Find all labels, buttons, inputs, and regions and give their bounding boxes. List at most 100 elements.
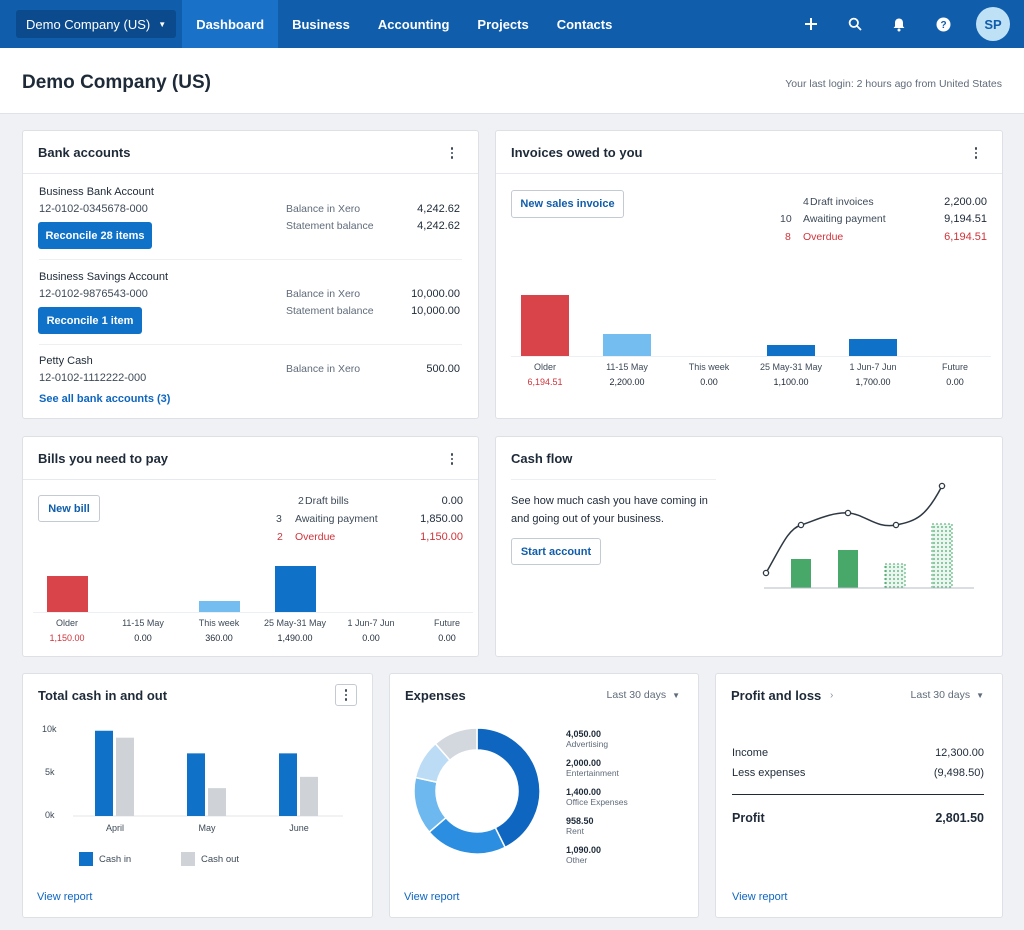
more-options-icon[interactable] bbox=[444, 144, 460, 162]
nav-dashboard[interactable]: Dashboard bbox=[182, 0, 279, 48]
awaiting-value: 1,850.00 bbox=[420, 513, 463, 525]
divider bbox=[496, 173, 1002, 174]
aging-bar[interactable] bbox=[521, 295, 569, 356]
aging-amount: 0.00 bbox=[700, 377, 718, 387]
account-name[interactable]: Petty Cash bbox=[39, 355, 93, 367]
draft-label[interactable]: Draft bills bbox=[305, 495, 349, 507]
bell-icon[interactable] bbox=[888, 13, 910, 35]
expense-category: Other bbox=[566, 855, 588, 865]
aging-bar[interactable] bbox=[46, 576, 88, 612]
total-cash-card: Total cash in and out 10k 5k 0k April May… bbox=[22, 673, 373, 918]
new-bill-button[interactable]: New bill bbox=[38, 495, 100, 522]
cash-out-bar[interactable] bbox=[300, 776, 318, 816]
period-select[interactable]: Last 30 days ▼ bbox=[911, 689, 984, 701]
nav-accounting[interactable]: Accounting bbox=[377, 16, 450, 32]
account-name[interactable]: Business Bank Account bbox=[39, 186, 154, 198]
income-value: 12,300.00 bbox=[935, 747, 984, 759]
aging-amount: 360.00 bbox=[205, 633, 233, 643]
cash-out-bar[interactable] bbox=[116, 737, 134, 816]
divider bbox=[732, 794, 984, 795]
divider bbox=[39, 344, 462, 345]
donut-slice-advertising[interactable] bbox=[476, 727, 541, 849]
period-select[interactable]: Last 30 days ▼ bbox=[607, 689, 680, 701]
info-icon[interactable]: › bbox=[830, 690, 834, 701]
organisation-switcher[interactable]: Demo Company (US) ▼ bbox=[16, 10, 177, 38]
cash-flow-card: Cash flow See how much cash you have com… bbox=[495, 436, 1003, 657]
help-icon[interactable]: ? bbox=[932, 13, 954, 35]
expense-legend-item: 958.50 Rent bbox=[566, 816, 686, 845]
balance-label: Balance in Xero bbox=[286, 363, 361, 375]
aging-bar[interactable] bbox=[767, 345, 815, 356]
cash-in-bar[interactable] bbox=[187, 753, 205, 816]
cash-in-bar[interactable] bbox=[95, 730, 113, 816]
expense-category: Entertainment bbox=[566, 768, 619, 778]
aging-bucket-label: 25 May-31 May bbox=[263, 618, 327, 628]
reconcile-button[interactable]: Reconcile 28 items bbox=[38, 222, 152, 249]
nav-business[interactable]: Business bbox=[292, 16, 350, 32]
nav-projects[interactable]: Projects bbox=[477, 16, 529, 32]
expenses-donut-chart bbox=[413, 727, 541, 855]
statement-value: 4,242.62 bbox=[417, 220, 460, 232]
aging-bar[interactable] bbox=[198, 600, 240, 612]
expense-category: Advertising bbox=[566, 739, 609, 749]
top-navigation-bar: Demo Company (US) ▼ Dashboard Business A… bbox=[0, 0, 1024, 48]
nav-contacts[interactable]: Contacts bbox=[556, 16, 613, 32]
legend-label: Cash in bbox=[99, 854, 132, 865]
page-title: Demo Company (US) bbox=[22, 72, 211, 93]
more-options-icon[interactable] bbox=[968, 144, 984, 162]
reconcile-button[interactable]: Reconcile 1 item bbox=[38, 307, 142, 334]
aging-bar[interactable] bbox=[603, 334, 651, 356]
overdue-label[interactable]: Overdue bbox=[295, 531, 336, 543]
view-report-link[interactable]: View report bbox=[37, 891, 93, 903]
expenses-legend: 4,050.00 Advertising 2,000.00 Entertainment… bbox=[566, 729, 686, 874]
start-account-button[interactable]: Start account bbox=[511, 538, 601, 565]
aging-amount: 1,100.00 bbox=[773, 377, 809, 387]
x-tick-label: June bbox=[289, 823, 309, 833]
draft-label[interactable]: Draft invoices bbox=[810, 196, 874, 208]
view-report-link[interactable]: View report bbox=[404, 891, 460, 903]
cash-flow-illustration bbox=[762, 482, 974, 589]
profit-label: Profit bbox=[732, 811, 765, 825]
awaiting-value: 9,194.51 bbox=[944, 213, 987, 225]
card-title: Cash flow bbox=[511, 451, 573, 466]
aging-bucket-label: Future bbox=[433, 618, 460, 628]
statement-label: Statement balance bbox=[286, 305, 374, 317]
view-report-link[interactable]: View report bbox=[732, 891, 788, 903]
expense-amount: 1,090.00 bbox=[566, 845, 602, 855]
expense-legend-item: 2,000.00 Entertainment bbox=[566, 758, 686, 787]
balance-value: 10,000.00 bbox=[411, 288, 460, 300]
awaiting-count: 10 bbox=[780, 213, 792, 225]
aging-amount: 0.00 bbox=[946, 377, 964, 387]
plus-icon[interactable] bbox=[800, 13, 822, 35]
aging-amount: 1,150.00 bbox=[49, 633, 85, 643]
aging-bucket-label: 11-15 May bbox=[606, 362, 648, 372]
search-icon[interactable] bbox=[844, 13, 866, 35]
draft-count: 4 bbox=[803, 196, 809, 208]
illustration-bar bbox=[838, 550, 858, 588]
page-header: Demo Company (US) Your last login: 2 hou… bbox=[0, 48, 1024, 114]
aging-bar[interactable] bbox=[849, 339, 897, 356]
cash-in-bar[interactable] bbox=[279, 753, 297, 816]
more-options-icon[interactable] bbox=[444, 450, 460, 468]
account-name[interactable]: Business Savings Account bbox=[39, 271, 169, 283]
donut-slice-other[interactable] bbox=[434, 727, 478, 762]
awaiting-label[interactable]: Awaiting payment bbox=[803, 213, 886, 225]
see-all-bank-accounts-link[interactable]: See all bank accounts (3) bbox=[39, 393, 171, 405]
cash-flow-description: and going out of your business. bbox=[511, 513, 664, 525]
chart-baseline bbox=[33, 612, 473, 613]
aging-amount: 6,194.51 bbox=[527, 377, 563, 387]
aging-bar[interactable] bbox=[274, 566, 316, 612]
bills-card: Bills you need to pay New bill 2 Draft b… bbox=[22, 436, 479, 657]
expenses-card: Expenses Last 30 days ▼ 4,050.00 Advertis… bbox=[389, 673, 699, 918]
less-expenses-label: Less expenses bbox=[732, 767, 806, 779]
aging-amount: 1,490.00 bbox=[277, 633, 313, 643]
overdue-label[interactable]: Overdue bbox=[803, 231, 844, 243]
expense-amount: 4,050.00 bbox=[566, 729, 602, 739]
aging-amount: 2,200.00 bbox=[609, 377, 645, 387]
more-options-icon[interactable] bbox=[335, 684, 357, 706]
legend-swatch-cash-out bbox=[181, 852, 195, 866]
awaiting-label[interactable]: Awaiting payment bbox=[295, 513, 378, 525]
new-sales-invoice-button[interactable]: New sales invoice bbox=[511, 190, 624, 218]
avatar[interactable]: SP bbox=[976, 7, 1010, 41]
cash-out-bar[interactable] bbox=[208, 788, 226, 816]
